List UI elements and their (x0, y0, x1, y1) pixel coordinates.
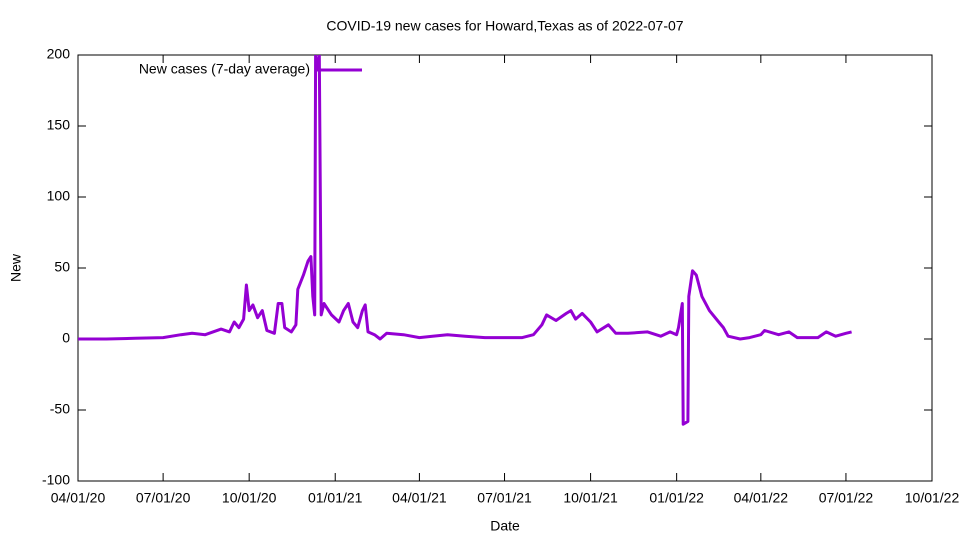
y-tick-label: 0 (62, 330, 70, 346)
chart-title: COVID-19 new cases for Howard,Texas as o… (326, 18, 683, 34)
x-tick-label: 07/01/21 (477, 490, 532, 506)
x-tick-label: 04/01/22 (734, 490, 789, 506)
x-tick-label: 10/01/21 (563, 490, 618, 506)
y-tick-label: -50 (50, 401, 70, 417)
x-tick-label: 07/01/20 (136, 490, 191, 506)
x-tick-label: 04/01/21 (392, 490, 447, 506)
plot-frame (77, 54, 933, 482)
y-tick-label: -100 (42, 472, 70, 488)
x-tick-label: 10/01/22 (905, 490, 960, 506)
y-tick-label: 200 (47, 46, 71, 62)
x-tick-label: 07/01/22 (819, 490, 874, 506)
y-axis-label: New (8, 253, 24, 282)
x-tick-label: 01/01/22 (649, 490, 704, 506)
y-tick-label: 100 (47, 188, 71, 204)
x-tick-label: 10/01/20 (222, 490, 277, 506)
y-tick-label: 50 (54, 259, 70, 275)
legend-label: New cases (7-day average) (139, 61, 310, 77)
x-axis-label: Date (490, 518, 520, 534)
x-tick-label: 04/01/20 (51, 490, 106, 506)
y-tick-label: 150 (47, 117, 71, 133)
series-line (78, 55, 852, 426)
x-tick-label: 01/01/21 (308, 490, 363, 506)
